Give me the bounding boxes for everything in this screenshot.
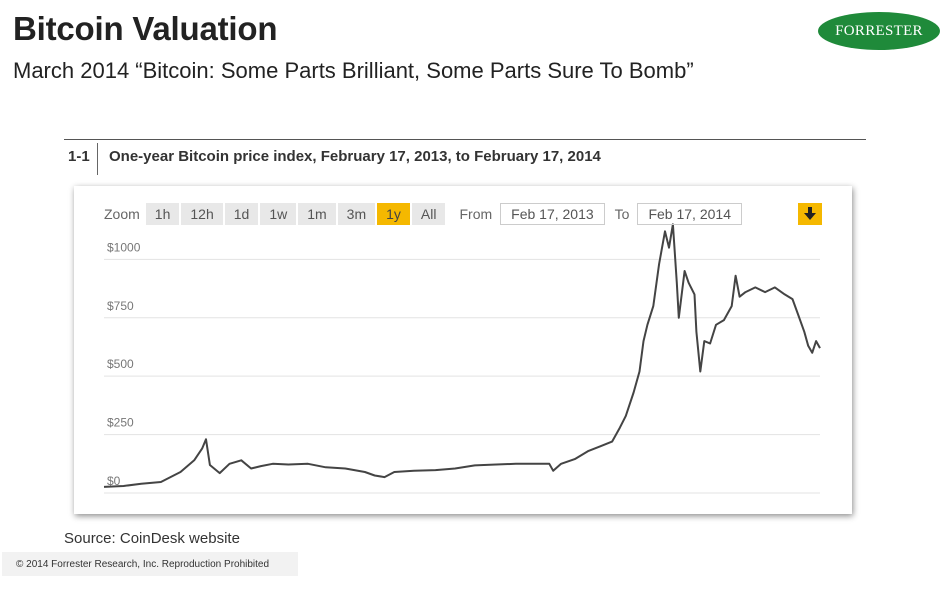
slide-subtitle: March 2014 “Bitcoin: Some Parts Brillian… bbox=[13, 58, 694, 83]
logo-text: FORRESTER bbox=[835, 22, 923, 39]
figure-title: One-year Bitcoin price index, February 1… bbox=[109, 148, 601, 165]
from-label: From bbox=[459, 206, 493, 222]
figure-top-rule bbox=[64, 139, 866, 140]
chart-toolbar: Zoom 1h 12h 1d 1w 1m 3m 1y All From Feb … bbox=[104, 203, 742, 225]
y-tick-label: $500 bbox=[107, 357, 134, 371]
zoom-1d-button[interactable]: 1d bbox=[224, 203, 259, 225]
zoom-all-button[interactable]: All bbox=[411, 203, 446, 225]
y-tick-label: $0 bbox=[107, 474, 121, 488]
to-date-input[interactable]: Feb 17, 2014 bbox=[637, 203, 742, 225]
from-date-input[interactable]: Feb 17, 2013 bbox=[500, 203, 605, 225]
figure-divider bbox=[97, 143, 98, 175]
forrester-logo: FORRESTER bbox=[818, 12, 940, 50]
figure-number: 1-1 bbox=[68, 148, 90, 165]
source-note: Source: CoinDesk website bbox=[64, 530, 240, 547]
y-tick-label: $1000 bbox=[107, 240, 141, 254]
zoom-1w-button[interactable]: 1w bbox=[260, 203, 297, 225]
zoom-12h-button[interactable]: 12h bbox=[181, 203, 223, 225]
y-tick-label: $250 bbox=[107, 416, 134, 430]
zoom-1y-button[interactable]: 1y bbox=[377, 203, 410, 225]
price-chart: $0 $250 $500 $750 $1000 bbox=[103, 223, 821, 494]
chart-panel: $0 $250 $500 $750 $1000 Zoom 1h 12h 1d 1w 1m… bbox=[74, 186, 852, 514]
zoom-3m-button[interactable]: 3m bbox=[337, 203, 376, 225]
slide-title: Bitcoin Valuation bbox=[13, 10, 278, 47]
zoom-label: Zoom bbox=[104, 206, 140, 222]
download-button[interactable] bbox=[798, 203, 822, 225]
copyright-footer: © 2014 Forrester Research, Inc. Reproduc… bbox=[2, 552, 298, 576]
y-tick-label: $750 bbox=[107, 299, 134, 313]
download-arrow-icon bbox=[804, 207, 816, 220]
to-label: To bbox=[614, 206, 630, 222]
zoom-1m-button[interactable]: 1m bbox=[298, 203, 336, 225]
price-line bbox=[103, 223, 821, 488]
zoom-1h-button[interactable]: 1h bbox=[145, 203, 180, 225]
